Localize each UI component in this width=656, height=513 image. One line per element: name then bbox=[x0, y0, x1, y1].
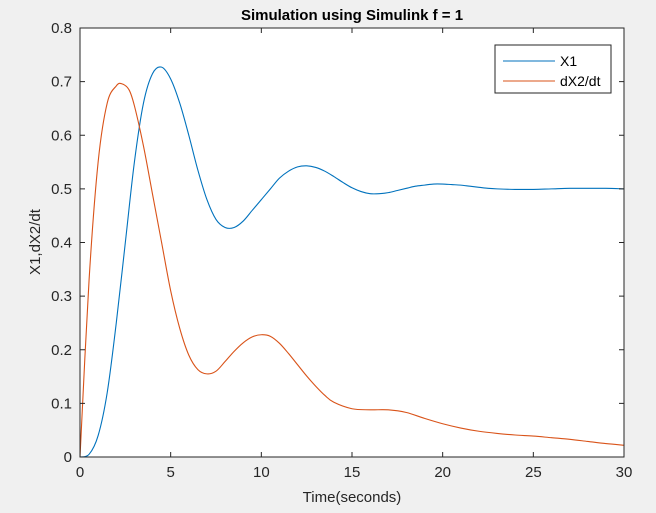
y-tick-label: 0.8 bbox=[51, 20, 72, 37]
y-tick-label: 0.7 bbox=[51, 74, 72, 91]
y-tick-label: 0.1 bbox=[51, 395, 72, 412]
legend[interactable]: X1 dX2/dt bbox=[494, 44, 612, 94]
x-tick-label: 25 bbox=[525, 464, 542, 481]
y-tick-label: 0.2 bbox=[51, 342, 72, 359]
legend-box bbox=[494, 44, 612, 94]
y-tick-label: 0.6 bbox=[51, 127, 72, 144]
legend-label-x1: X1 bbox=[560, 53, 577, 69]
x-tick-label: 20 bbox=[434, 464, 451, 481]
x-axis-label: Time(seconds) bbox=[303, 489, 402, 506]
legend-label-dx2-dt: dX2/dt bbox=[560, 73, 601, 89]
y-tick-label: 0 bbox=[64, 449, 72, 466]
series-line-dx2-dt bbox=[79, 82, 625, 458]
series-layer bbox=[79, 66, 625, 458]
ticks-layer: 0 5 10 15 20 25 30 0 0.1 0.2 0.3 0.4 0.5 0.6 0.7 0.8 bbox=[51, 20, 632, 481]
series-line-x1 bbox=[79, 66, 625, 458]
y-axis-label: X1,dX2/dt bbox=[27, 208, 44, 275]
y-tick-label: 0.3 bbox=[51, 288, 72, 305]
y-tick-label: 0.4 bbox=[51, 235, 72, 252]
legend-entries: X1 dX2/dt bbox=[503, 53, 601, 89]
x-tick-label: 10 bbox=[253, 464, 270, 481]
plot-area bbox=[80, 28, 624, 457]
y-tick-label: 0.5 bbox=[51, 181, 72, 198]
chart-title: Simulation using Simulink f = 1 bbox=[241, 7, 463, 24]
x-tick-label: 15 bbox=[344, 464, 361, 481]
x-tick-label: 30 bbox=[616, 464, 633, 481]
x-tick-label: 0 bbox=[76, 464, 84, 481]
x-tick-label: 5 bbox=[166, 464, 174, 481]
